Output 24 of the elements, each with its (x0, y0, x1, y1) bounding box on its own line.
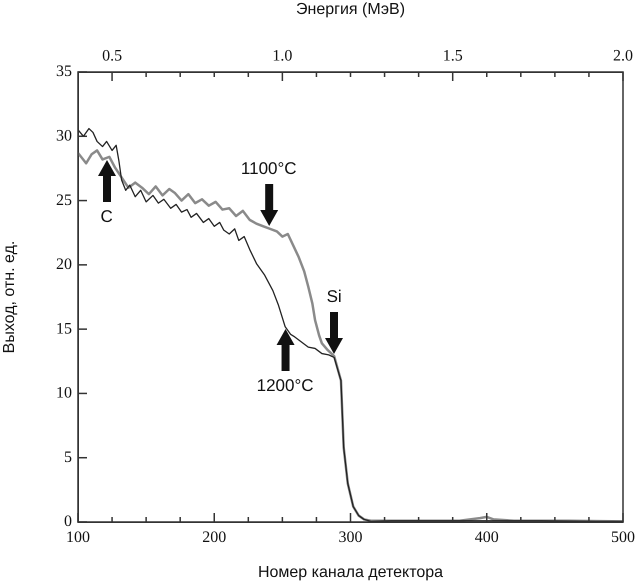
x2-tick-label: 1.0 (272, 48, 292, 65)
x-tick-label: 200 (202, 528, 226, 546)
y-tick-label: 35 (56, 63, 72, 80)
y-tick-label: 0 (64, 513, 72, 530)
x2-tick-label: 1.5 (442, 48, 463, 65)
y-tick-label: 25 (56, 192, 72, 209)
annotation: 1200°C (256, 376, 314, 395)
y-tick-label: 10 (56, 384, 72, 402)
x-tick-label: 400 (474, 528, 499, 546)
x2-tick-label: 2.0 (613, 48, 633, 65)
annotation: C (100, 207, 113, 226)
x-tick-label: 100 (66, 528, 90, 546)
y-tick-label: 20 (56, 256, 72, 274)
x-tick-label: 300 (338, 528, 362, 546)
y-tick-label: 30 (56, 127, 72, 144)
annotation: Si (326, 287, 342, 306)
x2-axis-title: Энергия (МэВ) (296, 1, 406, 18)
annotation: 1100°C (240, 158, 297, 178)
y-tick-label: 15 (56, 320, 72, 338)
x-axis-title: Номер канала детектора (258, 564, 444, 581)
x2-tick-label: 0.5 (102, 48, 122, 65)
y-tick-label: 5 (64, 448, 72, 466)
y-axis-title: Выход, отн. ед. (1, 240, 18, 354)
x-tick-label: 500 (611, 528, 635, 546)
